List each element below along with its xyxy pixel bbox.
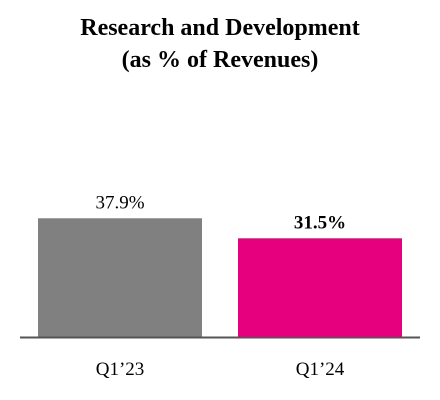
bar-q1-23 — [38, 218, 202, 337]
chart-title-line1: Research and Development — [80, 15, 360, 41]
chart-title-line2: (as % of Revenues) — [121, 47, 319, 73]
data-label-q1-24: 31.5% — [294, 212, 346, 233]
bar-q1-24 — [238, 238, 402, 337]
x-tick-label-q1-24: Q1’24 — [296, 359, 345, 380]
data-label-q1-23: 37.9% — [95, 192, 144, 213]
chart-title: Research and Development (as % of Revenu… — [0, 12, 440, 76]
x-tick-label-q1-23: Q1’23 — [96, 359, 145, 380]
